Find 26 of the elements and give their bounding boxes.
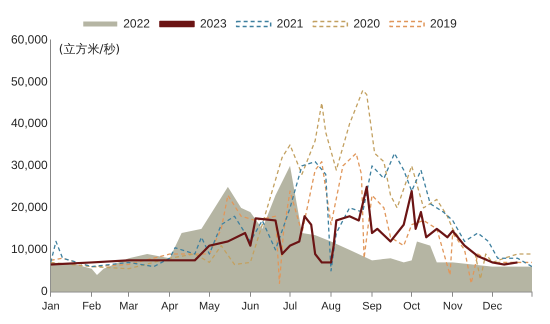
- legend-label: 2023: [200, 16, 227, 30]
- y-tick-label: 30,000: [11, 158, 48, 172]
- x-tick-label: May: [198, 300, 220, 312]
- x-tick-label: Aug: [321, 300, 341, 312]
- x-tick-label: Mar: [119, 300, 139, 312]
- y-tick-label: 50,000: [11, 74, 48, 88]
- legend-label: 2019: [430, 16, 458, 30]
- x-tick-label: Jan: [42, 300, 60, 312]
- y-tick-label: 20,000: [11, 200, 48, 214]
- legend-label: 2020: [353, 16, 380, 30]
- x-tick-label: Jul: [283, 300, 298, 312]
- x-tick-label: Nov: [442, 300, 463, 312]
- y-axis-title: (立方米/秒): [58, 42, 120, 56]
- x-tick-label: Oct: [403, 300, 420, 312]
- line-series: [50, 90, 532, 280]
- x-tick-label: Jun: [241, 300, 260, 312]
- y-tick-label: 10,000: [11, 242, 48, 256]
- x-tick-label: Apr: [161, 300, 179, 312]
- y-tick-label: 0: [41, 284, 48, 298]
- legend-label: 2022: [123, 16, 150, 30]
- legend-label: 2021: [276, 16, 304, 30]
- x-tick-label: Feb: [82, 300, 102, 312]
- x-tick-label: Sep: [362, 300, 382, 312]
- y-tick-label: 60,000: [11, 32, 48, 46]
- x-tick-label: Dec: [482, 300, 503, 312]
- y-tick-label: 40,000: [11, 116, 48, 130]
